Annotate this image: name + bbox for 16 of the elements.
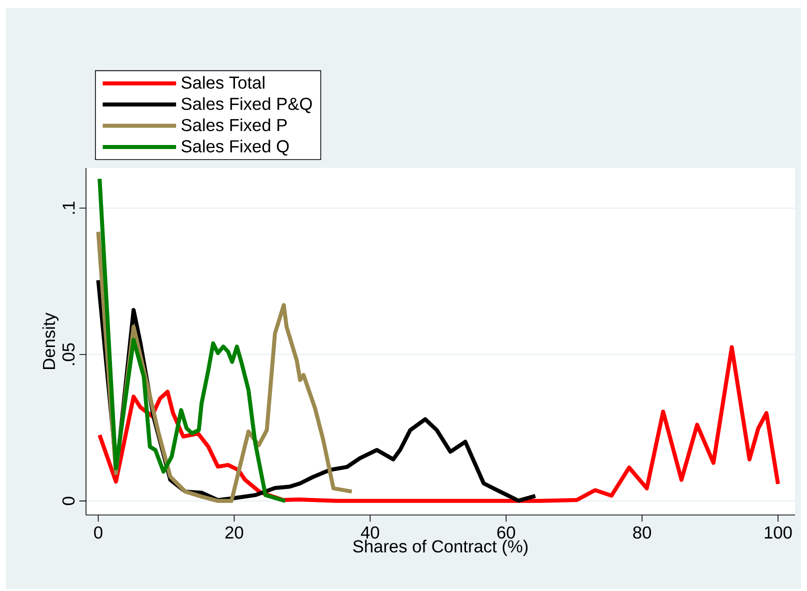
line-series bbox=[98, 176, 288, 503]
legend-label: Sales Total bbox=[182, 76, 264, 89]
x-tick-label: 100 bbox=[764, 526, 792, 539]
legend-label: Sales Fixed Q bbox=[182, 140, 289, 156]
x-tick-label: 20 bbox=[225, 526, 244, 539]
x-axis-title: Shares of Contract (%) bbox=[353, 540, 528, 556]
legend-label: Sales Fixed P&Q bbox=[182, 97, 312, 114]
x-tick-label: 40 bbox=[360, 526, 380, 539]
x-tick-label: 60 bbox=[497, 526, 516, 539]
legend-label: Sales Fixed P bbox=[182, 118, 287, 132]
x-tick-label: 80 bbox=[633, 526, 652, 539]
y-tick-label: .05 bbox=[62, 343, 75, 365]
x-tick-label: 0 bbox=[94, 526, 102, 539]
y-axis-title: Density bbox=[42, 312, 59, 369]
y-tick-label: 0 bbox=[62, 496, 75, 506]
y-tick-label: .1 bbox=[62, 202, 75, 214]
